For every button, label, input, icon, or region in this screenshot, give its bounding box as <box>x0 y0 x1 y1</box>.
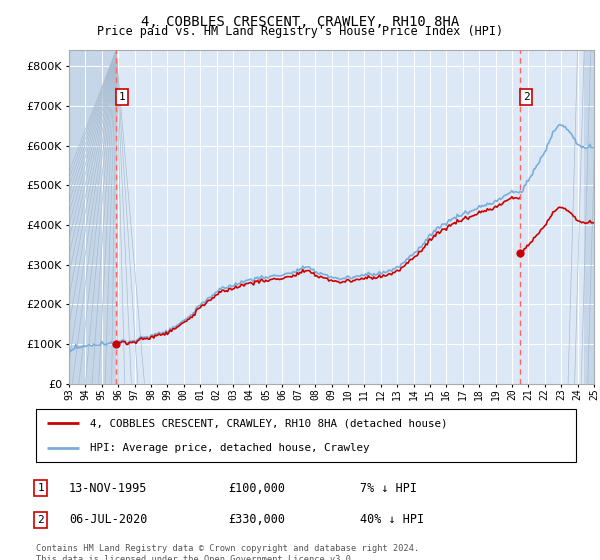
Text: 2: 2 <box>523 92 530 102</box>
Text: 13-NOV-1995: 13-NOV-1995 <box>69 482 148 495</box>
Text: 4, COBBLES CRESCENT, CRAWLEY, RH10 8HA: 4, COBBLES CRESCENT, CRAWLEY, RH10 8HA <box>141 15 459 29</box>
Text: 1: 1 <box>119 92 125 102</box>
Text: Contains HM Land Registry data © Crown copyright and database right 2024.
This d: Contains HM Land Registry data © Crown c… <box>36 544 419 560</box>
Text: £100,000: £100,000 <box>228 482 285 495</box>
Text: Price paid vs. HM Land Registry's House Price Index (HPI): Price paid vs. HM Land Registry's House … <box>97 25 503 38</box>
Point <box>112 339 121 348</box>
Text: 40% ↓ HPI: 40% ↓ HPI <box>360 513 424 526</box>
Point <box>515 248 525 257</box>
Text: 7% ↓ HPI: 7% ↓ HPI <box>360 482 417 495</box>
Text: £330,000: £330,000 <box>228 513 285 526</box>
Text: 4, COBBLES CRESCENT, CRAWLEY, RH10 8HA (detached house): 4, COBBLES CRESCENT, CRAWLEY, RH10 8HA (… <box>90 418 448 428</box>
FancyBboxPatch shape <box>36 409 576 462</box>
Text: 06-JUL-2020: 06-JUL-2020 <box>69 513 148 526</box>
Text: HPI: Average price, detached house, Crawley: HPI: Average price, detached house, Craw… <box>90 442 370 452</box>
Bar <box>69 50 116 384</box>
Text: 1: 1 <box>37 483 44 493</box>
Text: 2: 2 <box>37 515 44 525</box>
Bar <box>584 50 594 384</box>
